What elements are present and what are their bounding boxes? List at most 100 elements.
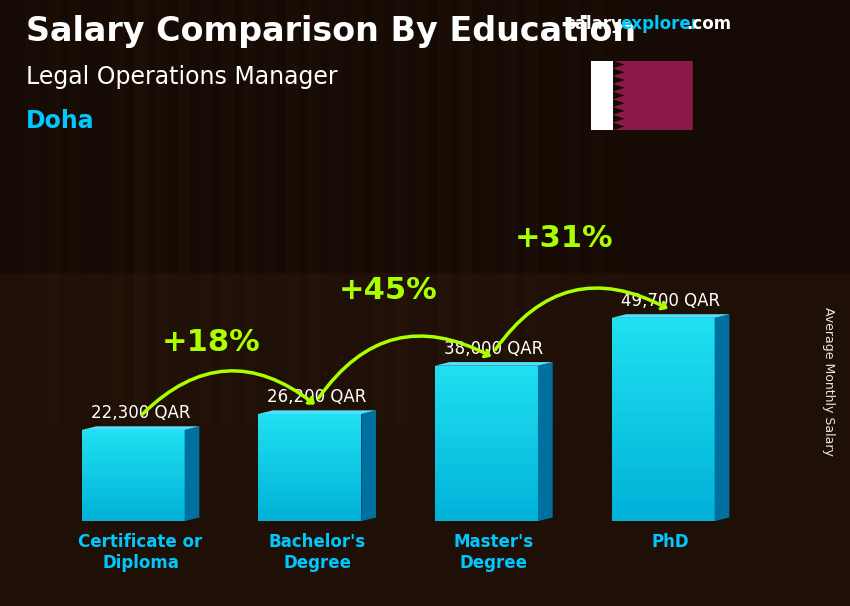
Polygon shape <box>611 501 715 508</box>
Polygon shape <box>82 451 184 454</box>
Polygon shape <box>258 482 361 485</box>
Bar <box>48 0 60 424</box>
Polygon shape <box>435 376 538 381</box>
Text: +18%: +18% <box>162 328 260 358</box>
Text: 22,300 QAR: 22,300 QAR <box>91 404 190 422</box>
Polygon shape <box>258 439 361 442</box>
Polygon shape <box>82 509 184 512</box>
Polygon shape <box>258 421 361 425</box>
Polygon shape <box>82 426 200 430</box>
Polygon shape <box>435 387 538 391</box>
Text: 26,200 QAR: 26,200 QAR <box>268 388 367 406</box>
Polygon shape <box>258 418 361 421</box>
Polygon shape <box>258 474 361 478</box>
Polygon shape <box>258 485 361 489</box>
Bar <box>482 0 495 424</box>
Polygon shape <box>82 512 184 515</box>
Polygon shape <box>435 402 538 407</box>
Polygon shape <box>258 510 361 514</box>
Bar <box>351 0 364 424</box>
Bar <box>330 0 343 424</box>
Text: PhD: PhD <box>652 533 689 551</box>
Polygon shape <box>258 428 361 432</box>
Polygon shape <box>82 494 184 497</box>
Polygon shape <box>611 372 715 379</box>
Bar <box>525 0 538 424</box>
Polygon shape <box>435 516 538 521</box>
Polygon shape <box>611 494 715 501</box>
Bar <box>91 0 104 424</box>
Polygon shape <box>435 412 538 418</box>
Polygon shape <box>258 496 361 500</box>
Polygon shape <box>258 514 361 518</box>
Polygon shape <box>435 495 538 501</box>
Polygon shape <box>258 450 361 453</box>
Polygon shape <box>435 428 538 433</box>
Polygon shape <box>82 464 184 467</box>
Polygon shape <box>258 436 361 439</box>
Polygon shape <box>258 518 361 521</box>
Polygon shape <box>258 493 361 496</box>
Polygon shape <box>611 474 715 481</box>
Polygon shape <box>82 500 184 503</box>
Bar <box>221 0 234 424</box>
Text: .com: .com <box>686 15 731 33</box>
Polygon shape <box>258 478 361 482</box>
Text: Legal Operations Manager: Legal Operations Manager <box>26 65 337 90</box>
Polygon shape <box>82 430 184 433</box>
Polygon shape <box>82 476 184 479</box>
Polygon shape <box>258 468 361 471</box>
Bar <box>26 0 38 424</box>
Polygon shape <box>435 469 538 474</box>
Polygon shape <box>258 461 361 464</box>
Polygon shape <box>82 503 184 506</box>
Bar <box>156 0 168 424</box>
Bar <box>416 0 429 424</box>
Polygon shape <box>591 61 613 130</box>
Bar <box>243 0 256 424</box>
Bar <box>569 0 581 424</box>
Polygon shape <box>361 410 376 521</box>
Polygon shape <box>611 487 715 494</box>
Text: Average Monthly Salary: Average Monthly Salary <box>822 307 836 456</box>
Bar <box>0 273 850 606</box>
Text: explorer: explorer <box>620 15 700 33</box>
Polygon shape <box>258 457 361 461</box>
Polygon shape <box>715 314 729 521</box>
Polygon shape <box>435 505 538 511</box>
Bar <box>612 0 625 424</box>
Polygon shape <box>435 423 538 428</box>
Polygon shape <box>611 331 715 338</box>
Text: 49,700 QAR: 49,700 QAR <box>620 291 720 310</box>
Bar <box>112 0 125 424</box>
Polygon shape <box>611 433 715 440</box>
Polygon shape <box>258 507 361 510</box>
Polygon shape <box>435 371 538 376</box>
Polygon shape <box>435 418 538 423</box>
Polygon shape <box>611 318 715 325</box>
Bar <box>547 0 559 424</box>
Polygon shape <box>435 407 538 412</box>
Polygon shape <box>82 442 184 445</box>
Polygon shape <box>611 351 715 359</box>
Polygon shape <box>258 425 361 428</box>
Text: Doha: Doha <box>26 109 94 133</box>
Polygon shape <box>435 433 538 438</box>
Bar <box>199 0 212 424</box>
Polygon shape <box>435 485 538 490</box>
Polygon shape <box>82 458 184 461</box>
Polygon shape <box>258 432 361 436</box>
Polygon shape <box>611 508 715 514</box>
Bar <box>134 0 147 424</box>
Polygon shape <box>435 511 538 516</box>
Polygon shape <box>258 410 376 414</box>
Polygon shape <box>611 365 715 372</box>
Polygon shape <box>82 518 184 521</box>
Polygon shape <box>258 464 361 468</box>
Polygon shape <box>82 479 184 482</box>
Bar <box>286 0 299 424</box>
Bar <box>264 0 277 424</box>
Polygon shape <box>82 461 184 464</box>
Bar <box>439 0 451 424</box>
Polygon shape <box>435 391 538 397</box>
